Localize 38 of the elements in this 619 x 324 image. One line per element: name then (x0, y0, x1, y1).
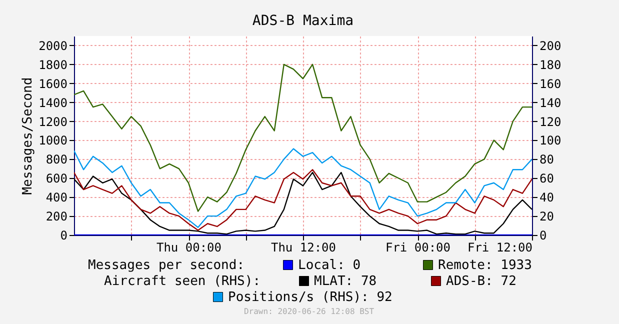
y-tick-label: 600 (46, 172, 68, 186)
y2-tick-label: 180 (540, 58, 562, 72)
y-tick-label: 200 (46, 210, 68, 224)
y2-tick-label: 100 (540, 134, 562, 148)
y2-tick-label: 200 (540, 38, 562, 53)
text: Messages per second: (88, 258, 245, 273)
y2-tick-label: 20 (540, 210, 554, 224)
y2-tick-label: 0 (540, 228, 547, 242)
y2-tick-label: 160 (540, 76, 562, 91)
text: Drawn: 2020-06-26 12:08 BST (244, 307, 374, 316)
chart-title: ADS-B Maxima (252, 13, 354, 29)
legend-label: ADS-B: 72 (446, 274, 516, 289)
y-tick-label: 1000 (38, 134, 68, 148)
y-tick-label: 2000 (38, 38, 68, 53)
y2-tick-label: 60 (540, 172, 554, 186)
x-tick-label: Thu 00:00 (156, 240, 222, 254)
y-tick-label: 400 (46, 190, 68, 205)
y-tick-label: 1800 (38, 58, 68, 72)
y-tick-label: 800 (46, 152, 68, 167)
x-tick-label: Fri 00:00 (385, 240, 451, 254)
y2-tick-label: 40 (540, 190, 554, 205)
line-series (74, 64, 532, 212)
legend-label: Remote: 1933 (438, 258, 532, 273)
y2-tick-label: 140 (540, 96, 562, 110)
y-tick-label: 1200 (38, 114, 68, 129)
legend-label: Local: 0 (298, 258, 361, 273)
y-tick-label: 0 (60, 228, 68, 242)
y-tick-label: 1400 (38, 96, 68, 110)
y2-tick-label: 80 (540, 152, 554, 167)
x-tick-label: Thu 12:00 (270, 240, 336, 254)
x-tick-label: Fri 12:00 (467, 240, 532, 254)
legend-label: MLAT: 78 (314, 274, 377, 289)
y2-tick-label: 120 (540, 114, 562, 129)
line-series (74, 148, 532, 228)
y-axis-title: Messages/Second (20, 77, 36, 195)
y-tick-label: 1600 (38, 76, 68, 91)
legend-label: Positions/s (RHS): 92 (228, 290, 392, 305)
text: Aircraft seen (RHS): (104, 274, 261, 289)
